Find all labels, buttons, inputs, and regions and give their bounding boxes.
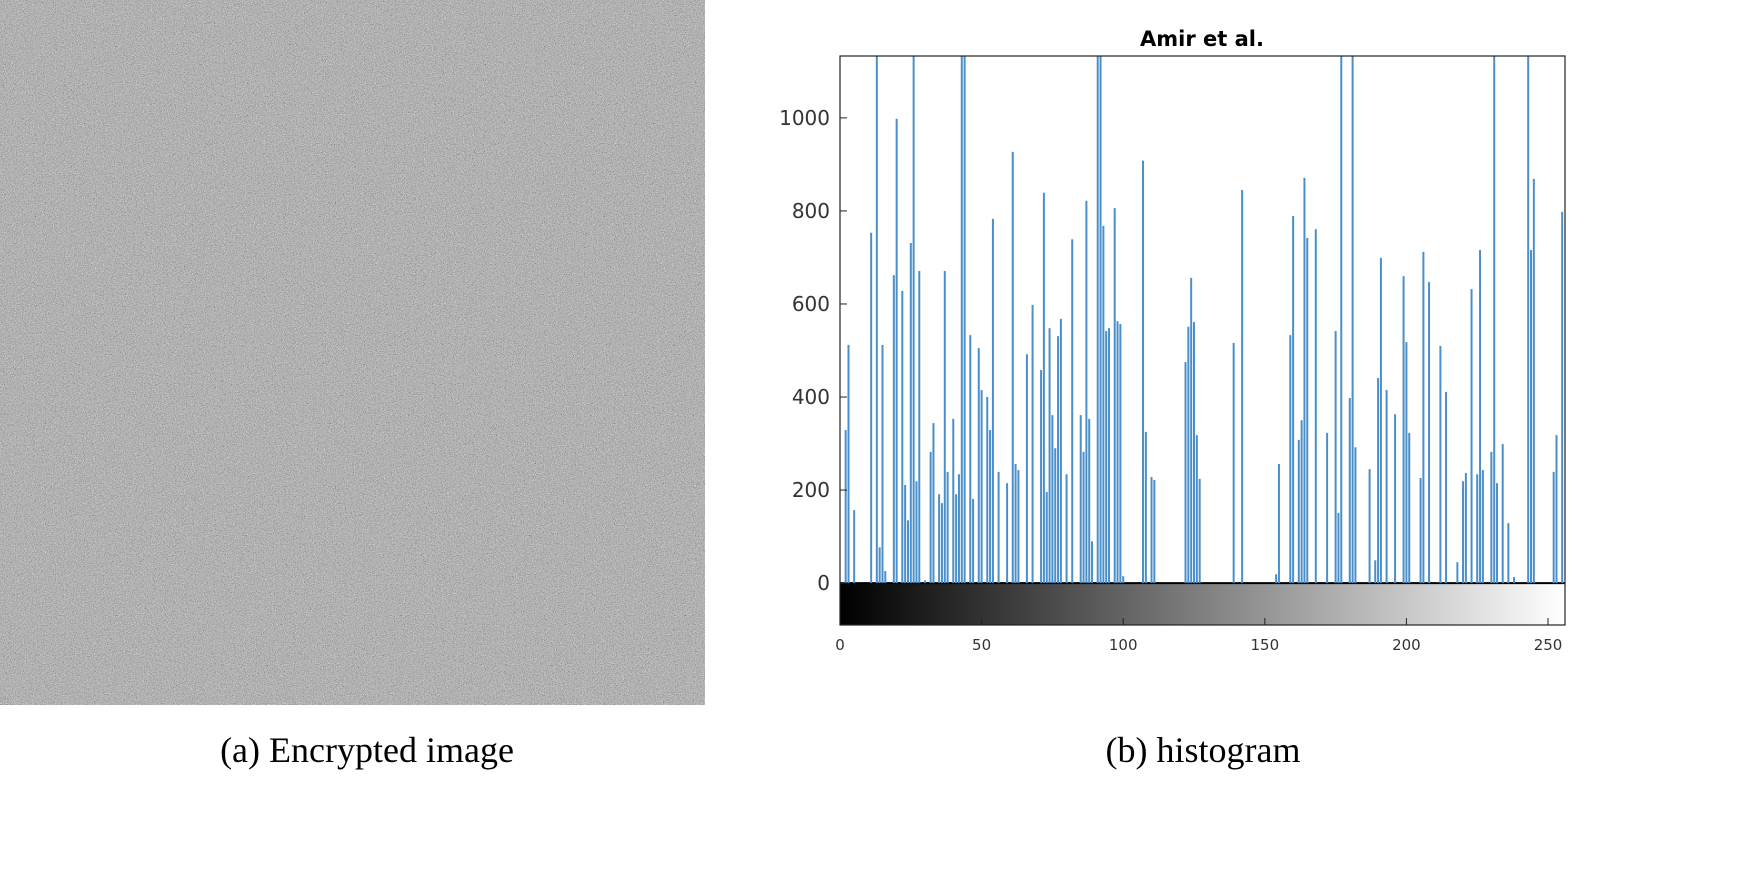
grayscale-colorbar — [840, 583, 1565, 625]
caption-a: (a) Encrypted image — [220, 730, 514, 770]
y-tick-label: 600 — [792, 292, 830, 316]
x-tick-label: 200 — [1392, 636, 1421, 654]
x-tick-label: 100 — [1109, 636, 1138, 654]
encrypted-image — [0, 0, 705, 705]
y-tick-label: 1000 — [779, 106, 830, 130]
chart-title: Amir et al. — [1140, 27, 1264, 51]
x-tick-label: 0 — [835, 636, 845, 654]
axes-box — [839, 55, 1566, 626]
x-tick-label: 150 — [1250, 636, 1279, 654]
plot-area — [840, 56, 1565, 625]
x-tick-label: 250 — [1534, 636, 1563, 654]
y-tick-label: 400 — [792, 385, 830, 409]
x-tick-label: 50 — [972, 636, 991, 654]
caption-b: (b) histogram — [1106, 730, 1301, 770]
y-tick-label: 200 — [792, 478, 830, 502]
y-tick-label: 800 — [792, 199, 830, 223]
y-tick-label: 0 — [817, 571, 830, 595]
